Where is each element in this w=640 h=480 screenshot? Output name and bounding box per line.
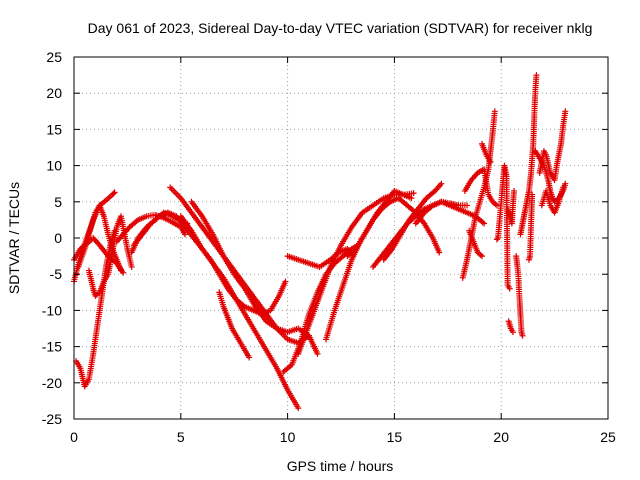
data-point-marker — [481, 220, 488, 227]
data-point-marker — [182, 231, 189, 238]
series-arc-4 — [75, 202, 124, 274]
data-point-marker — [493, 202, 500, 209]
x-axis: 0 5 10 15 20 25 — [70, 57, 616, 445]
series-arc-29 — [517, 72, 540, 238]
y-tick-label: -25 — [42, 411, 62, 427]
data-point-marker — [246, 354, 253, 361]
series-arc-23 — [461, 166, 500, 209]
y-tick-label: -20 — [42, 375, 62, 391]
series-arc-15 — [295, 190, 417, 357]
y-tick-label: -5 — [50, 266, 63, 282]
series-arc-6 — [113, 211, 189, 245]
data-point-marker — [506, 285, 513, 292]
series-arc-5 — [85, 213, 135, 299]
data-point-marker — [562, 108, 569, 115]
data-point-marker — [487, 158, 494, 165]
series-arc-9 — [167, 184, 312, 346]
y-tick-label: -10 — [42, 302, 62, 318]
y-tick-label: 20 — [46, 85, 62, 101]
data-point-marker — [436, 249, 443, 256]
data-point-marker — [438, 180, 445, 187]
y-tick-label: 10 — [46, 158, 62, 174]
series-arc-22 — [466, 227, 485, 260]
series-arc-24 — [478, 140, 494, 165]
data-point-marker — [519, 332, 526, 339]
series-arc-19 — [380, 180, 445, 263]
data-point-marker — [491, 108, 498, 115]
x-tick-label: 15 — [387, 429, 403, 445]
chart-title: Day 061 of 2023, Sidereal Day-to-day VTE… — [88, 20, 593, 36]
y-tick-label: 5 — [54, 194, 62, 210]
data-point-marker — [314, 350, 321, 357]
y-tick-label: 0 — [54, 230, 62, 246]
y-tick-label: 15 — [46, 121, 62, 137]
data-point-marker — [562, 180, 569, 187]
series-arc-27 — [504, 187, 518, 227]
series-arc-16 — [323, 187, 415, 343]
series-arc-32 — [536, 108, 569, 184]
data-point-marker — [408, 195, 415, 202]
series-arc-26 — [505, 318, 516, 336]
data-point-marker — [478, 253, 485, 260]
data-point-marker — [117, 267, 124, 274]
series-arc-33 — [538, 184, 567, 216]
data-point-marker — [410, 190, 417, 197]
data-point-marker — [493, 236, 500, 243]
x-tick-label: 25 — [600, 429, 616, 445]
data-point-marker — [110, 190, 117, 197]
data-point-marker — [509, 329, 516, 336]
series-arc-28 — [513, 253, 526, 339]
data-point-marker — [533, 72, 540, 79]
data-point-marker — [511, 187, 518, 194]
y-axis-label: SDTVAR / TECUs — [6, 182, 22, 294]
data-point-marker — [111, 189, 118, 196]
series-arc-25 — [493, 162, 513, 292]
grid-layer — [74, 57, 608, 419]
data-point-marker — [282, 278, 289, 285]
series-arc-17 — [344, 195, 443, 260]
data-point-marker — [464, 202, 471, 209]
series-arc-10 — [177, 213, 302, 412]
data-point-marker — [128, 263, 135, 270]
series-arc-20 — [412, 198, 488, 227]
series-arc-13 — [284, 245, 355, 270]
series-arc-12 — [216, 289, 253, 361]
series-arc-30 — [525, 191, 536, 263]
y-tick-label: -15 — [42, 339, 62, 355]
data-point-marker — [560, 184, 567, 191]
x-tick-label: 10 — [280, 429, 296, 445]
x-tick-label: 5 — [177, 429, 185, 445]
data-point-marker — [529, 191, 536, 198]
series-arc-11 — [188, 198, 321, 357]
x-axis-label: GPS time / hours — [287, 458, 394, 474]
x-tick-label: 0 — [70, 429, 78, 445]
y-axis: -25 -20 -15 -10 -5 0 5 10 15 20 25 — [42, 49, 608, 427]
x-tick-label: 20 — [493, 429, 509, 445]
data-points — [71, 72, 569, 412]
y-tick-label: 25 — [46, 49, 62, 65]
data-point-marker — [295, 405, 302, 412]
